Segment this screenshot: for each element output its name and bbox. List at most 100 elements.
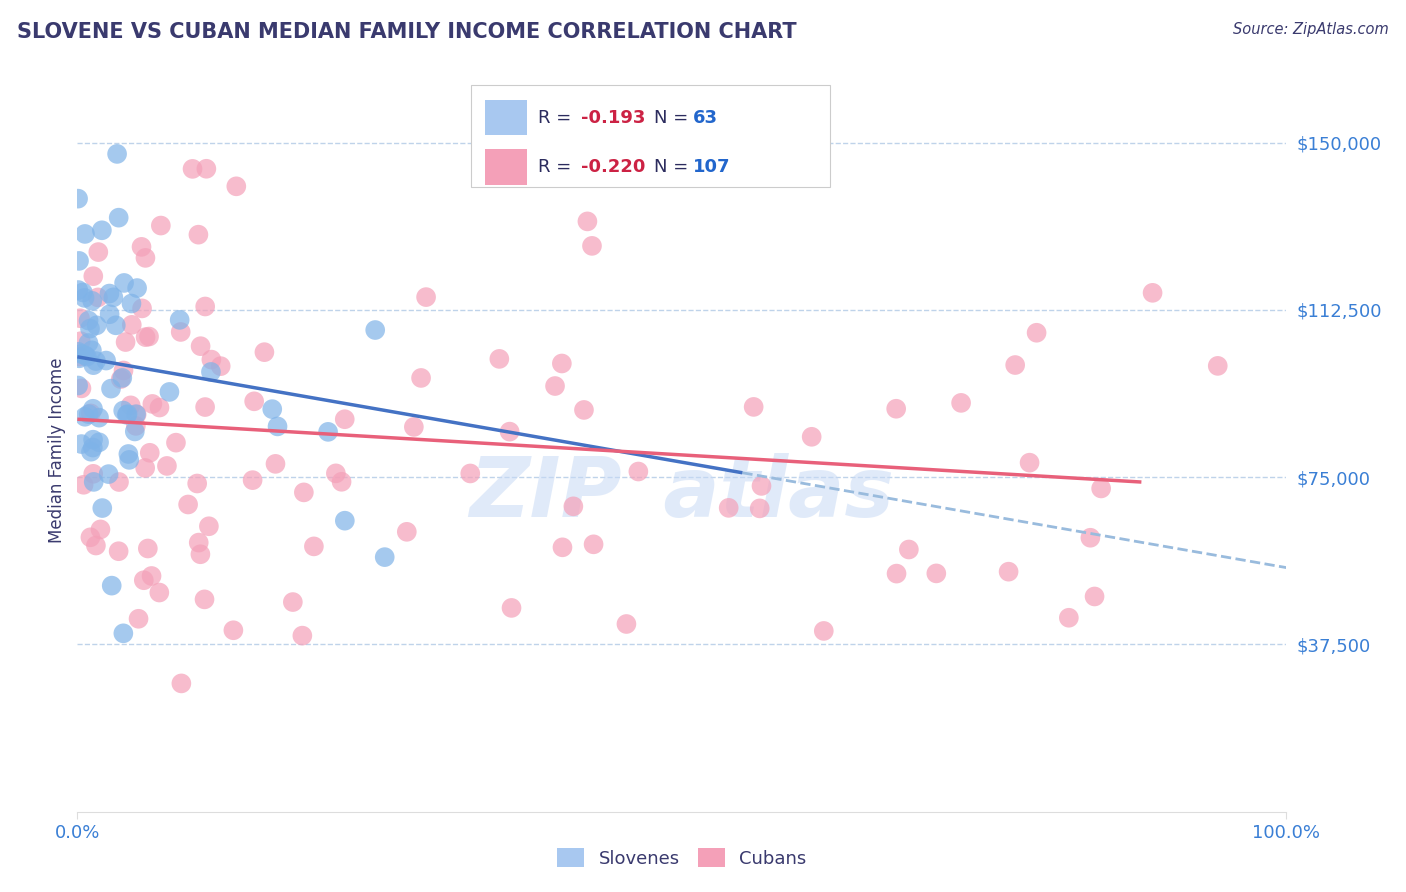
Point — [67, 253, 90, 268]
Point — [86, 318, 108, 333]
Point — [107, 211, 129, 225]
Point — [950, 396, 973, 410]
Point — [291, 629, 314, 643]
Point — [87, 410, 110, 425]
Point — [72, 477, 94, 491]
Point — [73, 348, 96, 362]
Point — [333, 514, 356, 528]
Point — [409, 371, 432, 385]
Point — [117, 447, 139, 461]
Point — [1090, 482, 1112, 496]
Point — [374, 550, 396, 565]
Point — [195, 161, 218, 176]
Point — [98, 286, 121, 301]
Point — [325, 467, 347, 481]
Point — [69, 334, 91, 349]
Point — [103, 290, 125, 304]
Point — [181, 161, 204, 176]
Point — [104, 318, 127, 333]
Point — [77, 313, 100, 327]
Point — [897, 542, 920, 557]
Point — [1083, 590, 1105, 604]
Point — [107, 544, 129, 558]
Point — [190, 339, 212, 353]
Point — [80, 406, 103, 420]
Point — [170, 676, 193, 690]
Point — [194, 400, 217, 414]
Point — [582, 537, 605, 551]
Point — [131, 301, 153, 316]
Point — [148, 401, 170, 415]
Point — [997, 565, 1019, 579]
Point — [1142, 285, 1164, 300]
Point — [141, 569, 163, 583]
Text: N =: N = — [654, 158, 693, 176]
Point — [551, 541, 574, 555]
Point — [139, 446, 162, 460]
Point — [1004, 358, 1026, 372]
Point — [138, 329, 160, 343]
Point — [141, 397, 163, 411]
Point — [125, 407, 148, 421]
Point — [118, 453, 141, 467]
Point — [169, 313, 191, 327]
Point — [132, 573, 155, 587]
Point — [488, 351, 510, 366]
Point — [80, 444, 103, 458]
Text: SLOVENE VS CUBAN MEDIAN FAMILY INCOME CORRELATION CHART: SLOVENE VS CUBAN MEDIAN FAMILY INCOME CO… — [17, 22, 796, 42]
Point — [105, 147, 128, 161]
Point — [82, 269, 104, 284]
Point — [112, 276, 135, 290]
Point — [813, 624, 835, 638]
Point — [156, 458, 179, 473]
Point — [121, 296, 143, 310]
Point — [76, 350, 98, 364]
Point — [800, 430, 823, 444]
Point — [576, 214, 599, 228]
Point — [108, 475, 131, 489]
Point — [69, 350, 91, 364]
Point — [136, 541, 159, 556]
Point — [70, 437, 93, 451]
Point — [70, 381, 93, 395]
Point — [115, 408, 138, 422]
Point — [242, 473, 264, 487]
Point — [198, 519, 221, 533]
Point — [243, 394, 266, 409]
Point — [111, 371, 134, 385]
Point — [190, 547, 212, 561]
Point — [121, 318, 143, 332]
Y-axis label: Median Family Income: Median Family Income — [48, 358, 66, 543]
Point — [112, 363, 135, 377]
Point — [302, 540, 325, 554]
Point — [131, 240, 153, 254]
Point — [186, 476, 208, 491]
Point — [82, 467, 104, 481]
Point — [67, 378, 90, 392]
Point — [193, 592, 215, 607]
Point — [67, 344, 90, 359]
Point — [72, 285, 94, 300]
Point — [1057, 611, 1080, 625]
Point — [112, 403, 135, 417]
Point — [187, 535, 209, 549]
Point — [751, 479, 773, 493]
Point — [114, 334, 136, 349]
Point — [159, 384, 181, 399]
Point — [165, 435, 187, 450]
Point — [84, 539, 107, 553]
Point — [886, 566, 908, 581]
Point — [627, 465, 650, 479]
Point — [253, 345, 276, 359]
Text: R =: R = — [538, 109, 578, 127]
Point — [91, 501, 114, 516]
Point — [117, 407, 139, 421]
Point — [149, 219, 172, 233]
Point — [87, 435, 110, 450]
Point — [581, 239, 603, 253]
Point — [562, 500, 585, 514]
Point — [100, 579, 122, 593]
Point — [544, 379, 567, 393]
Point — [100, 382, 122, 396]
Point — [187, 227, 209, 242]
